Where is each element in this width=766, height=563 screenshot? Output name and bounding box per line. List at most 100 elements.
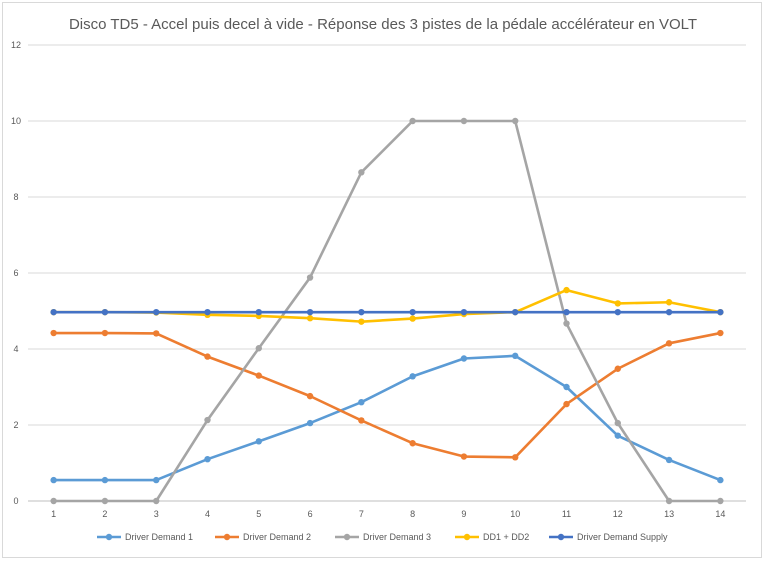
x-tick-label: 7 bbox=[359, 509, 364, 519]
data-point bbox=[665, 340, 673, 347]
chart-title: Disco TD5 - Accel puis decel à vide - Ré… bbox=[69, 16, 697, 33]
data-point bbox=[665, 308, 673, 316]
series-driver-demand-1 bbox=[50, 352, 724, 484]
x-tick-label: 2 bbox=[102, 509, 107, 519]
data-point bbox=[717, 308, 724, 316]
data-point bbox=[306, 392, 314, 400]
data-point bbox=[717, 329, 724, 337]
line-chart: Disco TD5 - Accel puis decel à vide - Ré… bbox=[11, 16, 746, 542]
x-tick-label: 6 bbox=[308, 509, 313, 519]
data-point bbox=[358, 308, 365, 316]
x-tick-label: 10 bbox=[510, 509, 520, 519]
grid-lines bbox=[28, 44, 746, 502]
y-tick-label: 2 bbox=[13, 420, 18, 430]
x-tick-label: 14 bbox=[715, 509, 725, 519]
data-point bbox=[665, 497, 673, 505]
x-tick-label: 11 bbox=[562, 509, 571, 519]
data-point bbox=[614, 300, 621, 307]
data-point bbox=[665, 456, 673, 464]
legend-item: Driver Demand 3 bbox=[335, 532, 431, 542]
data-point bbox=[717, 497, 724, 505]
series-line bbox=[53, 331, 721, 459]
x-tick-label: 8 bbox=[410, 509, 415, 519]
data-point bbox=[563, 383, 570, 391]
data-point bbox=[409, 308, 416, 316]
legend-label: Driver Demand 3 bbox=[363, 532, 431, 542]
data-point bbox=[563, 308, 570, 316]
legend-swatch-marker bbox=[105, 533, 113, 541]
data-point bbox=[50, 476, 57, 484]
legend-item: Driver Demand 1 bbox=[97, 532, 193, 542]
series-line bbox=[53, 288, 721, 323]
chart-container: Disco TD5 - Accel puis decel à vide - Ré… bbox=[2, 2, 762, 558]
data-point bbox=[460, 308, 468, 316]
y-tick-label: 12 bbox=[11, 40, 21, 50]
data-point bbox=[306, 315, 314, 322]
data-point bbox=[50, 308, 57, 316]
data-point bbox=[512, 352, 519, 360]
data-point bbox=[512, 454, 519, 461]
data-point bbox=[204, 308, 211, 316]
legend-swatch-marker bbox=[463, 533, 471, 541]
legend-item: Driver Demand 2 bbox=[215, 532, 311, 542]
data-point bbox=[50, 497, 57, 505]
data-point bbox=[563, 286, 570, 294]
data-point bbox=[204, 353, 211, 360]
series-driver-demand-2 bbox=[50, 329, 724, 461]
data-point bbox=[306, 308, 314, 316]
data-point bbox=[614, 365, 621, 372]
data-point bbox=[460, 453, 468, 460]
data-point bbox=[358, 318, 365, 325]
series-line bbox=[53, 119, 721, 503]
data-point bbox=[204, 416, 211, 424]
data-point bbox=[358, 169, 365, 176]
legend-label: DD1 + DD2 bbox=[483, 532, 529, 542]
series-line bbox=[53, 354, 721, 482]
data-point bbox=[306, 419, 314, 427]
legend-item: DD1 + DD2 bbox=[455, 532, 529, 542]
data-point bbox=[204, 456, 211, 463]
x-tick-label: 13 bbox=[664, 509, 674, 519]
y-tick-label: 4 bbox=[13, 344, 18, 354]
data-point bbox=[153, 497, 160, 505]
legend-label: Driver Demand 1 bbox=[125, 532, 193, 542]
data-point bbox=[101, 476, 109, 484]
data-point bbox=[563, 400, 570, 408]
y-tick-label: 6 bbox=[13, 268, 18, 278]
legend-swatch-marker bbox=[343, 533, 351, 541]
series-dd1-dd2 bbox=[50, 286, 724, 325]
data-point bbox=[665, 299, 673, 306]
data-point bbox=[409, 315, 416, 322]
data-point bbox=[255, 438, 262, 445]
data-point bbox=[614, 419, 621, 427]
series-driver-demand-supply bbox=[50, 308, 724, 316]
x-axis-ticks: 1 2 3 4 5 6 7 8 9 10 11 12 13 14 bbox=[51, 509, 725, 519]
series-driver-demand-3 bbox=[50, 117, 724, 505]
y-tick-label: 0 bbox=[13, 496, 18, 506]
y-tick-label: 8 bbox=[13, 192, 18, 202]
data-point bbox=[255, 345, 262, 352]
data-point bbox=[358, 399, 365, 406]
data-point bbox=[717, 476, 724, 484]
data-point bbox=[255, 308, 262, 316]
x-tick-label: 12 bbox=[613, 509, 623, 519]
x-tick-label: 5 bbox=[256, 509, 261, 519]
data-point bbox=[153, 476, 160, 484]
data-point bbox=[50, 329, 57, 337]
data-point bbox=[101, 329, 109, 337]
data-point bbox=[409, 373, 416, 380]
x-tick-label: 1 bbox=[51, 509, 56, 519]
legend-item: Driver Demand Supply bbox=[549, 532, 668, 542]
data-point bbox=[512, 308, 519, 316]
y-axis-ticks: 0 2 4 6 8 10 12 bbox=[11, 40, 21, 506]
legend-label: Driver Demand 2 bbox=[243, 532, 311, 542]
series-lines bbox=[50, 117, 724, 505]
x-tick-label: 4 bbox=[205, 509, 210, 519]
data-point bbox=[101, 497, 109, 505]
data-point bbox=[255, 372, 262, 379]
x-tick-label: 3 bbox=[154, 509, 159, 519]
legend-swatch-marker bbox=[223, 533, 231, 541]
legend-swatch-marker bbox=[557, 533, 565, 541]
data-point bbox=[101, 308, 109, 316]
x-tick-label: 9 bbox=[461, 509, 466, 519]
